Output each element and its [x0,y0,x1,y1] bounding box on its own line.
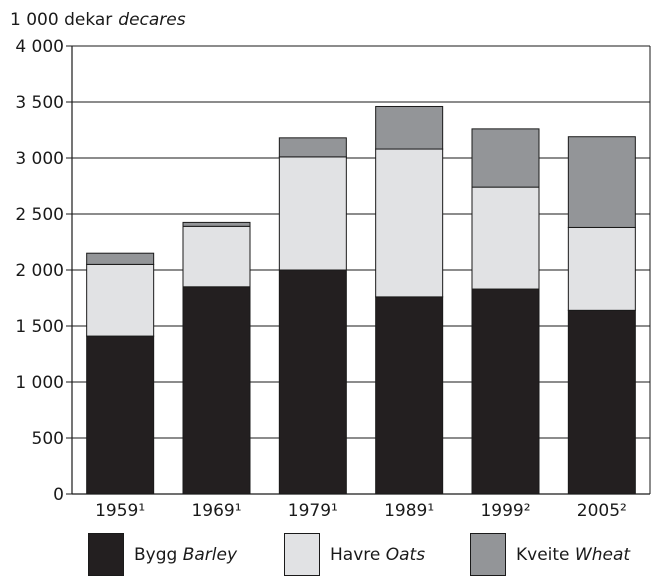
unit-label-en: decares [118,10,186,30]
legend-label-wheat-no: Kveite [516,544,570,565]
legend-item-barley: Bygg Barley [88,533,237,576]
legend: Bygg Barley Havre Oats Kveite Wheat [0,533,652,576]
x-tick-label: 2005² [577,501,627,521]
stacked-bar-chart: 0 500 1 000 1 500 2 000 2 500 3 000 3 500 4 000 1… [15,37,651,521]
bar-wheat [471,128,540,188]
bar-oats [182,225,251,288]
bar-oats [86,263,155,337]
x-tick-label: 1969¹ [191,501,241,521]
y-tick-label: 2 000 [15,261,64,281]
bar-barley [375,296,444,495]
bar-oats [567,226,636,311]
legend-item-oats: Havre Oats [284,533,425,576]
y-tick-label: 1 500 [15,317,64,337]
legend-label-barley-en: Barley [182,544,238,565]
x-tick-label: 1999² [480,501,530,521]
y-tick-label: 0 [53,485,64,505]
bar-barley [86,335,155,495]
bar-barley [278,269,347,495]
x-tick-label: 1989¹ [384,501,434,521]
legend-swatch-barley [88,533,124,576]
bar-wheat [182,221,251,227]
y-tick-label: 500 [32,429,64,449]
y-tick-label: 1 000 [15,373,64,393]
legend-item-wheat: Kveite Wheat [470,533,630,576]
bar-barley [567,309,636,495]
y-axis-unit-label: 1 000 dekar decares [10,10,186,30]
bar-barley [182,286,251,495]
legend-label-oats: Havre Oats [330,545,425,565]
y-tick-label: 2 500 [15,205,64,225]
x-tick-label: 1959¹ [95,501,145,521]
legend-label-barley-no: Bygg [134,544,178,565]
bar-oats [278,156,347,271]
legend-label-oats-no: Havre [330,544,381,565]
bar-wheat [375,105,444,150]
unit-label-no: 1 000 dekar [10,10,113,30]
legend-label-wheat-en: Wheat [574,544,631,565]
bar-wheat [567,136,636,228]
y-tick-label: 3 500 [15,93,64,113]
y-tick-label: 4 000 [15,37,64,57]
legend-label-wheat: Kveite Wheat [516,545,630,565]
bar-oats [471,186,540,290]
legend-label-barley: Bygg Barley [134,545,237,565]
bar-barley [471,288,540,495]
x-tick-label: 1979¹ [288,501,338,521]
legend-swatch-oats [284,533,320,576]
legend-swatch-wheat [470,533,506,576]
bar-wheat [86,252,155,265]
y-tick-label: 3 000 [15,149,64,169]
bar-oats [375,148,444,298]
legend-label-oats-en: Oats [385,544,426,565]
bar-wheat [278,137,347,158]
